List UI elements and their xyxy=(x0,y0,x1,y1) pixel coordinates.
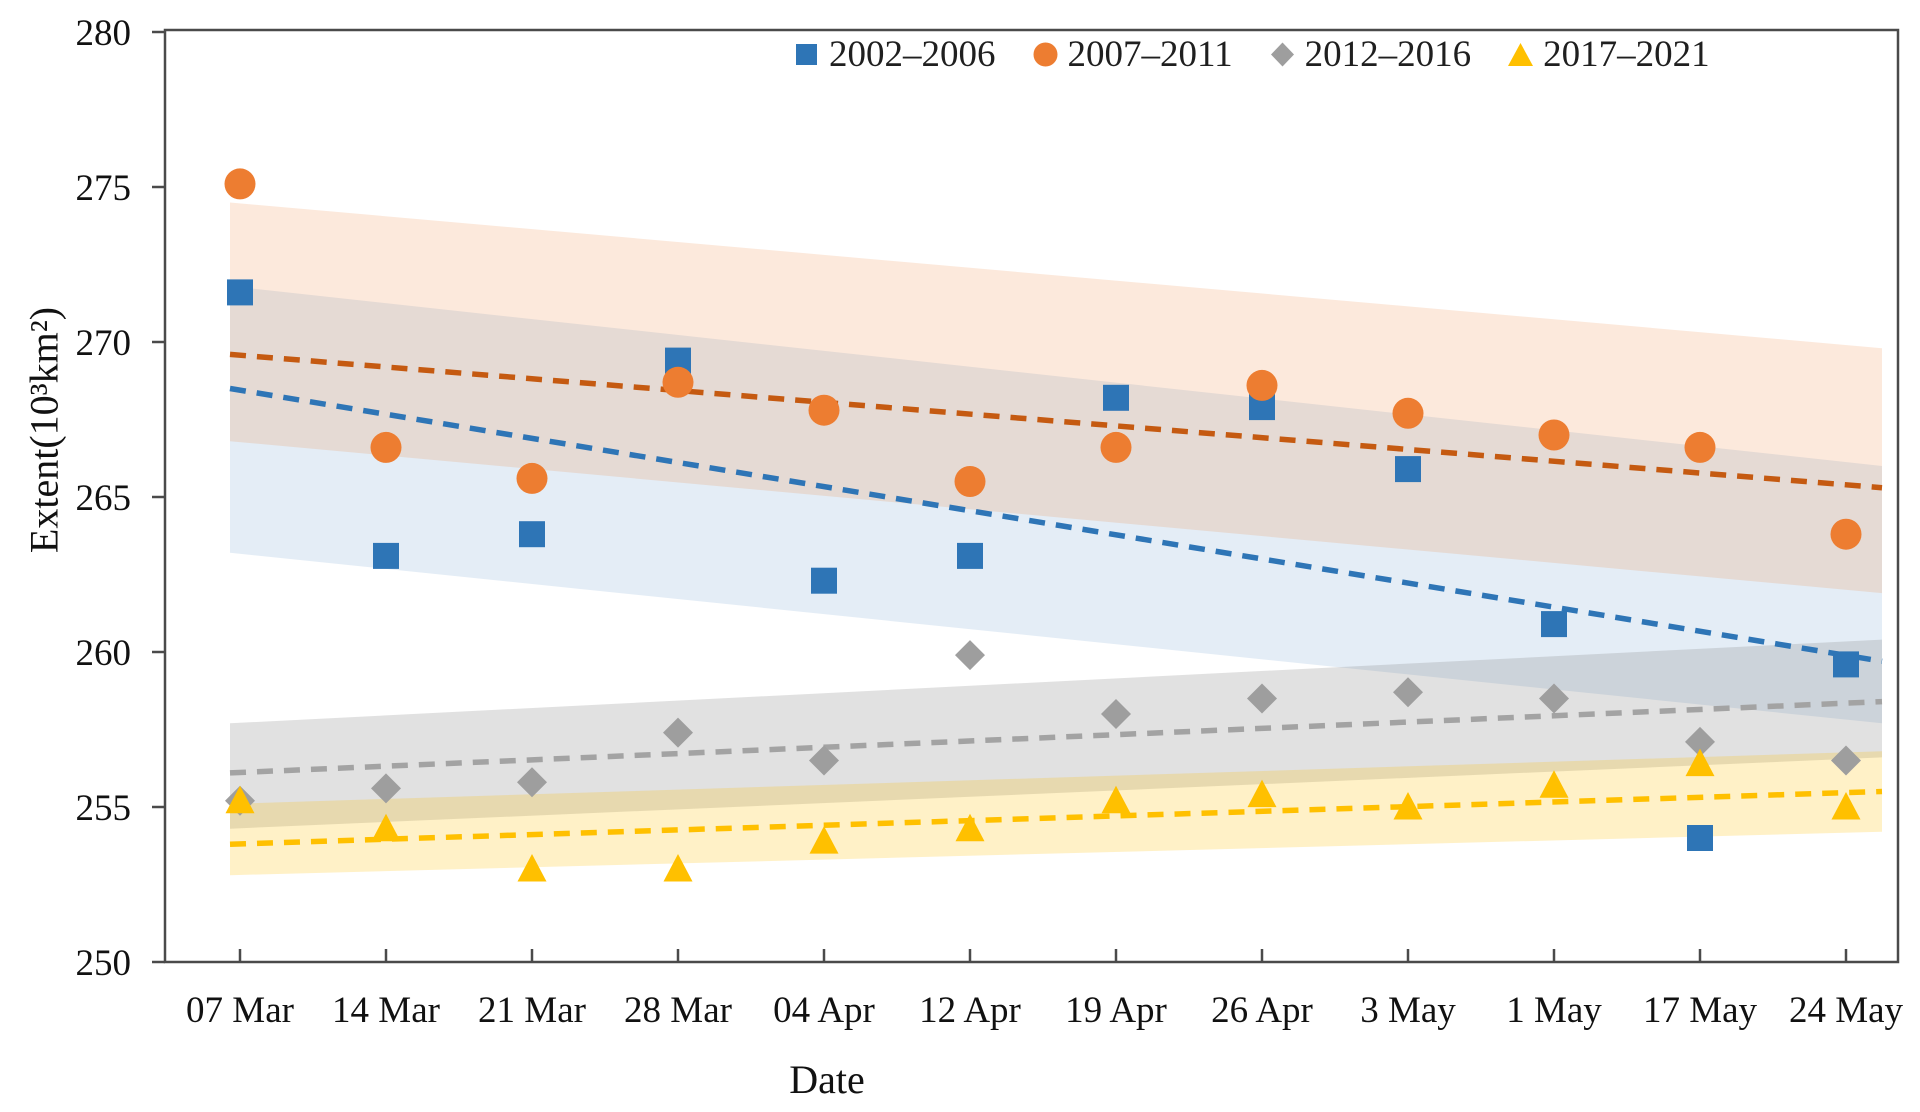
point-2012-2016-3-may xyxy=(1393,677,1423,708)
point-2002-2006-07-mar xyxy=(227,279,253,306)
point-2017-2021-21-mar xyxy=(517,854,547,882)
point-2007-2011-26-apr xyxy=(1246,369,1278,401)
point-2017-2021-26-apr xyxy=(1247,779,1277,808)
point-2007-2011-24-may xyxy=(1830,518,1862,550)
point-2007-2011-21-mar xyxy=(516,462,548,494)
legend-item-2002-2006: 2002–2006 xyxy=(793,33,996,76)
x-tick-label: 04 Apr xyxy=(773,990,875,1031)
point-2002-2006-3-may xyxy=(1395,456,1421,483)
legend-label: 2002–2006 xyxy=(829,34,996,75)
y-tick-label: 280 xyxy=(76,13,132,54)
point-2002-2006-12-apr xyxy=(957,542,983,569)
point-2007-2011-12-apr xyxy=(954,466,986,497)
point-2007-2011-1-may xyxy=(1538,419,1570,451)
point-2017-2021-14-mar xyxy=(371,813,401,842)
x-tick-label: 12 Apr xyxy=(919,990,1021,1031)
y-tick-label: 250 xyxy=(76,943,132,984)
point-2017-2021-3-may xyxy=(1393,792,1423,820)
x-tick-label: 26 Apr xyxy=(1211,990,1313,1031)
legend-label: 2017–2021 xyxy=(1543,34,1710,75)
point-2007-2011-19-apr xyxy=(1100,431,1132,463)
legend-label: 2007–2011 xyxy=(1067,34,1233,75)
x-tick-label: 3 May xyxy=(1360,990,1456,1031)
y-tick-label: 270 xyxy=(76,323,132,364)
point-2002-2006-17-may xyxy=(1687,825,1713,851)
point-2017-2021-1-may xyxy=(1539,770,1569,798)
point-2007-2011-28-mar xyxy=(662,366,694,398)
point-2002-2006-19-apr xyxy=(1103,384,1129,411)
point-2007-2011-3-may xyxy=(1392,397,1424,429)
legend-label: 2012–2016 xyxy=(1304,34,1472,75)
band-2017-2021 xyxy=(230,751,1882,876)
legend-item-2012-2016: 2012–2016 xyxy=(1269,33,1472,76)
legend-item-2017-2021: 2017–2021 xyxy=(1507,33,1710,76)
point-2002-2006-21-mar xyxy=(519,521,545,548)
x-tick-label: 28 Mar xyxy=(624,990,732,1031)
x-tick-label: 17 May xyxy=(1643,990,1758,1031)
point-2012-2016-24-may xyxy=(1831,745,1861,776)
point-2002-2006-14-mar xyxy=(373,542,399,569)
x-tick-label: 1 May xyxy=(1506,990,1602,1031)
point-2007-2011-04-apr xyxy=(808,394,840,426)
point-2012-2016-12-apr xyxy=(955,640,985,671)
x-tick-label: 07 Mar xyxy=(186,990,294,1031)
point-2012-2016-1-may xyxy=(1539,683,1569,714)
band-2002-2006 xyxy=(230,286,1882,724)
band-2012-2016 xyxy=(230,639,1882,829)
point-2002-2006-1-may xyxy=(1541,611,1567,638)
chart-legend: 2002–2006 2007–2011 2012–2016 2017–2021 xyxy=(793,33,1710,76)
x-tick-label: 21 Mar xyxy=(478,990,586,1031)
point-2002-2006-04-apr xyxy=(811,567,837,594)
trendline-2012-2016 xyxy=(229,698,1883,776)
y-tick-label: 265 xyxy=(76,478,132,519)
trendline-2017-2021 xyxy=(229,788,1883,847)
point-2017-2021-07-mar xyxy=(225,785,255,814)
point-2012-2016-21-mar xyxy=(517,767,547,798)
x-axis-title: Date xyxy=(789,1057,865,1102)
x-tick-label: 24 May xyxy=(1789,990,1904,1031)
blue-square-icon xyxy=(796,44,817,65)
point-2007-2011-07-mar xyxy=(224,168,256,200)
point-2012-2016-14-mar xyxy=(371,773,401,804)
point-2012-2016-26-apr xyxy=(1247,683,1277,714)
gray-diamond-icon xyxy=(1270,42,1294,67)
band-2007-2011 xyxy=(230,202,1882,594)
trendline-2007-2011 xyxy=(229,351,1883,491)
point-2012-2016-04-apr xyxy=(809,745,839,776)
y-tick-label: 260 xyxy=(76,633,132,674)
point-2017-2021-28-mar xyxy=(663,854,693,882)
point-2017-2021-19-apr xyxy=(1101,785,1131,814)
point-2002-2006-24-may xyxy=(1833,651,1859,678)
x-tick-label: 14 Mar xyxy=(332,990,440,1031)
point-2017-2021-17-may xyxy=(1685,748,1715,777)
y-axis-title: Extent(10³km²) xyxy=(21,306,67,554)
point-2017-2021-12-apr xyxy=(955,813,985,842)
trendline-2002-2006 xyxy=(229,385,1883,665)
y-tick-label: 255 xyxy=(76,788,132,829)
legend-item-2007-2011: 2007–2011 xyxy=(1032,33,1233,76)
orange-circle-icon xyxy=(1033,42,1057,67)
point-2017-2021-24-may xyxy=(1831,792,1861,820)
point-2017-2021-04-apr xyxy=(809,826,839,854)
x-tick-label: 19 Apr xyxy=(1065,990,1167,1031)
point-2012-2016-28-mar xyxy=(663,717,693,748)
point-2007-2011-17-may xyxy=(1684,431,1716,463)
y-tick-label: 275 xyxy=(76,168,132,209)
point-2012-2016-19-apr xyxy=(1101,699,1131,729)
point-2012-2016-17-may xyxy=(1685,726,1715,757)
yellow-triangle-icon xyxy=(1508,43,1534,66)
point-2007-2011-14-mar xyxy=(370,431,402,463)
